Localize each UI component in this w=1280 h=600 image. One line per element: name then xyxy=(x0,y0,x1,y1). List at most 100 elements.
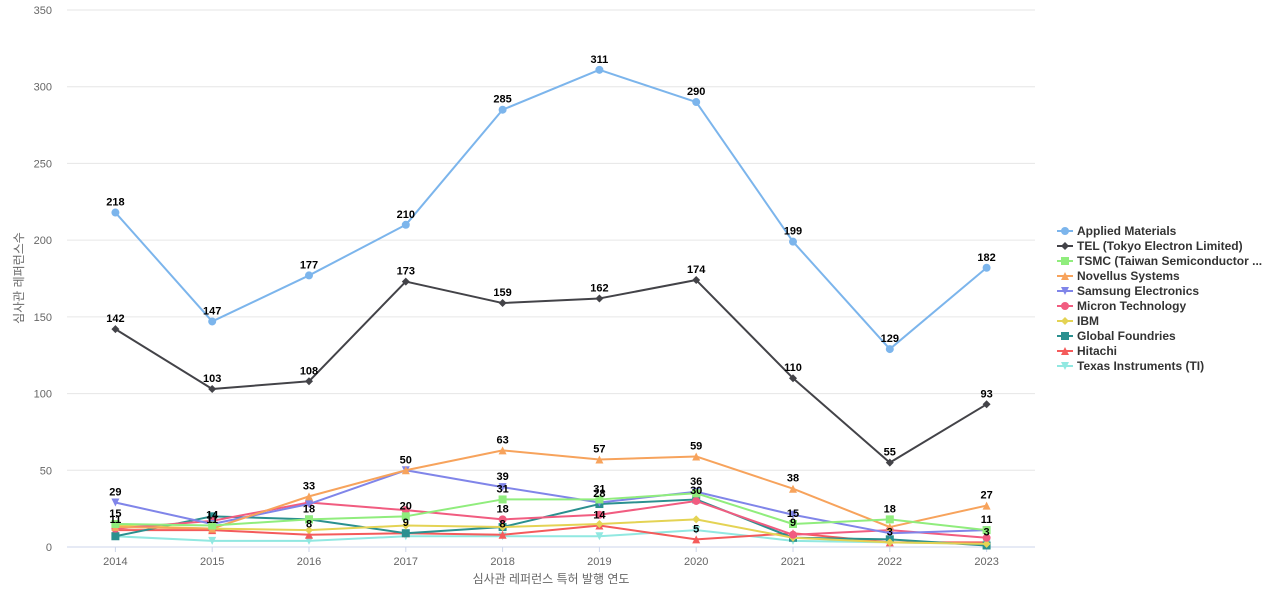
data-point xyxy=(982,501,991,510)
data-point xyxy=(789,510,797,519)
data-point xyxy=(305,492,313,501)
series-1 xyxy=(111,276,991,467)
legend-label: Novellus Systems xyxy=(1077,269,1180,283)
data-label: 199 xyxy=(784,226,802,238)
legend-item[interactable]: Applied Materials xyxy=(1057,224,1177,238)
data-label: 285 xyxy=(493,94,511,106)
data-label: 142 xyxy=(106,313,124,325)
data-point xyxy=(401,512,410,521)
y-tick-label: 0 xyxy=(46,542,52,554)
x-tick-label: 2022 xyxy=(878,556,902,568)
data-label: 30 xyxy=(690,485,702,497)
data-label: 3 xyxy=(887,526,893,538)
data-point xyxy=(885,529,894,538)
data-label: 9 xyxy=(790,517,796,529)
x-tick-label: 2019 xyxy=(587,556,611,568)
series-3 xyxy=(111,446,991,533)
legend-item[interactable]: Texas Instruments (TI) xyxy=(1057,359,1204,373)
data-label: 15 xyxy=(109,508,121,520)
data-label-layer: 2181471772102853112901991291821421031081… xyxy=(106,54,996,539)
data-point xyxy=(498,530,507,539)
series-line xyxy=(115,529,987,545)
data-point xyxy=(692,515,701,524)
series-line xyxy=(114,68,988,351)
data-label: 27 xyxy=(980,490,992,502)
data-point xyxy=(595,495,604,504)
data-point xyxy=(595,294,604,303)
data-label: 31 xyxy=(593,483,605,495)
data-label: 93 xyxy=(980,388,992,400)
data-label: 108 xyxy=(300,365,318,377)
legend-item[interactable]: Hitachi xyxy=(1057,344,1117,358)
legend-label: Samsung Electronics xyxy=(1077,284,1199,298)
series-line xyxy=(115,469,987,535)
legend-item[interactable]: Global Foundries xyxy=(1057,329,1176,343)
data-point xyxy=(595,519,604,528)
data-label: 110 xyxy=(784,362,802,374)
data-label: 57 xyxy=(593,444,605,456)
legend-marker xyxy=(1061,272,1069,280)
data-label: 311 xyxy=(591,54,609,66)
data-point xyxy=(498,495,507,504)
data-point xyxy=(789,519,797,528)
y-tick-label: 350 xyxy=(34,5,52,17)
legend-item[interactable]: Novellus Systems xyxy=(1057,269,1180,283)
series-0 xyxy=(111,65,991,354)
data-label: 14 xyxy=(206,510,219,522)
data-point xyxy=(401,277,410,286)
legend-item[interactable]: Samsung Electronics xyxy=(1057,284,1199,298)
data-point xyxy=(982,533,991,542)
data-point xyxy=(305,536,313,545)
x-tick-label: 2015 xyxy=(200,556,224,568)
series-line xyxy=(114,279,988,464)
data-point xyxy=(595,532,604,541)
y-tick-label: 250 xyxy=(34,158,52,170)
data-label: 210 xyxy=(397,209,415,221)
data-point xyxy=(208,317,217,326)
data-point xyxy=(111,325,120,334)
data-point xyxy=(885,523,894,532)
data-label: 3 xyxy=(984,526,990,538)
data-point xyxy=(498,105,507,114)
data-point xyxy=(692,535,701,544)
data-point xyxy=(498,299,507,308)
data-label: 14 xyxy=(593,510,606,522)
data-point xyxy=(982,263,991,272)
data-label: 9 xyxy=(403,517,409,529)
data-point xyxy=(305,271,313,280)
series-2 xyxy=(111,489,991,535)
data-label: 147 xyxy=(203,305,221,317)
legend-label: Global Foundries xyxy=(1077,329,1176,343)
legend-marker xyxy=(1061,257,1069,265)
data-label: 162 xyxy=(590,282,608,294)
y-tick-label: 300 xyxy=(34,82,52,94)
legend-item[interactable]: IBM xyxy=(1057,314,1099,328)
data-label: 11 xyxy=(981,514,993,526)
data-label: 63 xyxy=(496,434,508,446)
legend-label: Hitachi xyxy=(1077,344,1117,358)
data-label: 39 xyxy=(496,471,508,483)
x-tick-label: 2020 xyxy=(684,556,708,568)
data-point xyxy=(789,530,797,539)
legend-item[interactable]: TEL (Tokyo Electron Limited) xyxy=(1057,239,1243,253)
data-point xyxy=(885,515,894,524)
data-point xyxy=(982,526,991,535)
x-tick-label: 2014 xyxy=(103,556,127,568)
legend-marker xyxy=(1061,362,1069,370)
legend-label: Texas Instruments (TI) xyxy=(1077,359,1204,373)
data-point xyxy=(111,498,120,507)
y-tick-label: 100 xyxy=(34,389,52,401)
data-point xyxy=(111,532,120,541)
data-label: 18 xyxy=(496,503,508,515)
data-label: 31 xyxy=(496,483,508,495)
data-label: 159 xyxy=(493,287,511,299)
data-point xyxy=(789,484,797,493)
legend-item[interactable]: TSMC (Taiwan Semiconductor ... xyxy=(1057,254,1262,268)
data-label: 33 xyxy=(303,480,315,492)
legend-item[interactable]: Micron Technology xyxy=(1057,299,1186,313)
data-point xyxy=(401,220,410,229)
data-point xyxy=(498,446,507,455)
data-point xyxy=(498,515,507,524)
x-tick-label: 2017 xyxy=(394,556,418,568)
